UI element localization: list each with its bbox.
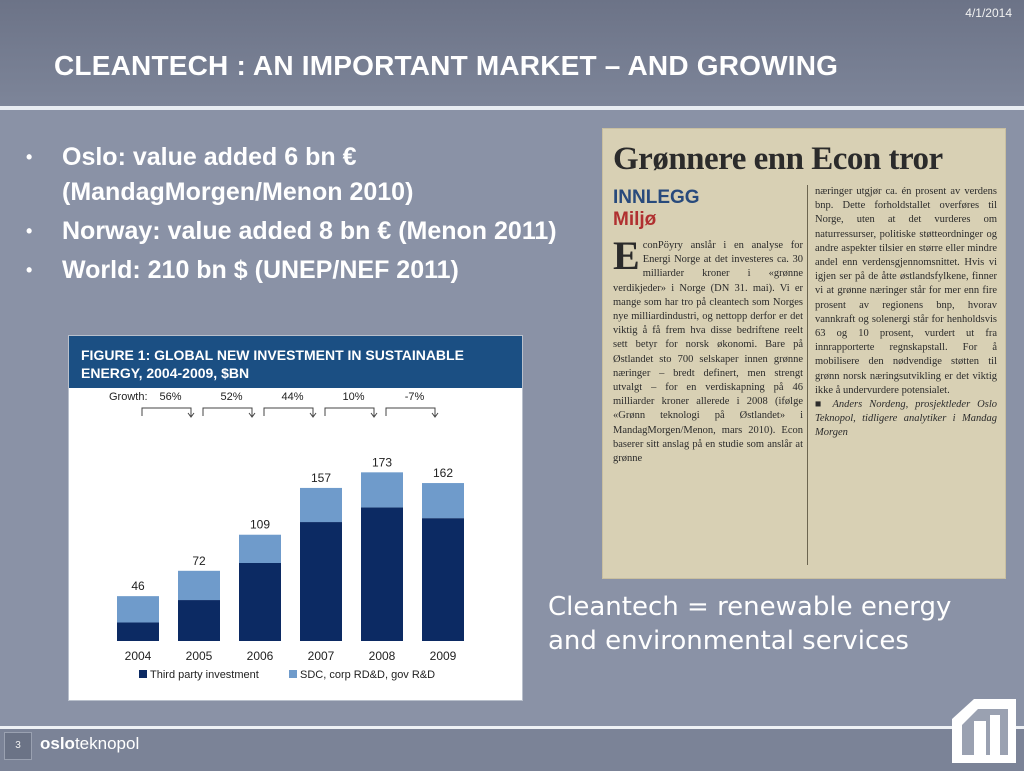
growth-value: 44% xyxy=(281,391,303,403)
clipping-column-2: næringer utgjør ca. én prosent av verden… xyxy=(815,185,997,441)
growth-value: -7% xyxy=(405,391,425,403)
bar-segment-rd xyxy=(300,487,342,523)
growth-label: Growth: xyxy=(109,391,148,403)
column-divider xyxy=(807,185,808,565)
x-tick-label: 2007 xyxy=(308,649,335,663)
brand-bold: oslo xyxy=(40,734,75,753)
bar-total-label: 109 xyxy=(250,518,270,532)
bar-total-label: 46 xyxy=(131,579,145,593)
cleantech-definition: Cleantech = renewable energy and environ… xyxy=(548,592,952,656)
growth-arrow-icon xyxy=(187,412,195,418)
bar-segment-third-party xyxy=(300,522,342,641)
clipping-tag-innlegg: INNLEGG xyxy=(613,187,700,208)
bullet-list: • Oslo: value added 6 bn € (MandagMorgen/… xyxy=(26,140,566,292)
bar-total-label: 72 xyxy=(192,554,206,568)
clipping-tag-miljo: Miljø xyxy=(613,209,657,230)
investment-chart: FIGURE 1: GLOBAL NEW INVESTMENT IN SUSTA… xyxy=(68,335,523,701)
growth-value: 10% xyxy=(342,391,364,403)
slide-date: 4/1/2014 xyxy=(965,6,1012,20)
legend-label: Third party investment xyxy=(150,669,259,681)
bar-segment-third-party xyxy=(239,563,281,641)
bar-segment-rd xyxy=(422,483,464,519)
growth-arrow-icon xyxy=(431,412,439,418)
bullet-dot-icon: • xyxy=(26,147,33,167)
legend-label: SDC, corp RD&D, gov R&D xyxy=(300,669,435,681)
clipping-headline: Grønnere enn Econ tror xyxy=(613,141,943,177)
chart-title: FIGURE 1: GLOBAL NEW INVESTMENT IN SUSTA… xyxy=(69,336,522,388)
x-tick-label: 2004 xyxy=(125,649,152,663)
slide-title: CLEANTECH : AN IMPORTANT MARKET – AND GR… xyxy=(54,50,839,81)
x-tick-label: 2006 xyxy=(247,649,274,663)
growth-value: 56% xyxy=(159,391,181,403)
footer-bar xyxy=(0,726,1024,771)
bullet-text: Norway: value added 8 bn € (Menon 2011) xyxy=(62,217,557,245)
legend-swatch xyxy=(139,670,147,678)
bullet-dot-icon: • xyxy=(26,221,33,241)
x-tick-label: 2009 xyxy=(430,649,457,663)
bar-segment-rd xyxy=(361,472,403,508)
growth-bracket xyxy=(263,407,314,416)
growth-value: 52% xyxy=(220,391,242,403)
header-bar xyxy=(0,0,1024,110)
clipping-column-2-text: næringer utgjør ca. én prosent av verden… xyxy=(815,186,997,396)
bar-segment-third-party xyxy=(422,518,464,641)
clipping-column-1-text: conPöyry anslår i en analyse for Energi … xyxy=(613,240,803,465)
bullet-dot-icon: • xyxy=(26,260,33,280)
drop-cap: E xyxy=(613,233,640,278)
bar-total-label: 157 xyxy=(311,471,331,485)
x-tick-label: 2005 xyxy=(186,649,213,663)
chart-canvas: 46 2004 72 2005 109 2006 157 2007 173 2008 162 2009… xyxy=(109,391,464,681)
growth-bracket xyxy=(141,407,192,416)
bullet-text: Oslo: value added 6 bn € (MandagMorgen/M… xyxy=(62,143,414,206)
bar-total-label: 162 xyxy=(433,466,453,480)
legend-swatch xyxy=(289,670,297,678)
growth-bracket xyxy=(202,407,253,416)
bullet-item: • Oslo: value added 6 bn € (MandagMorgen/… xyxy=(26,140,566,210)
bullet-item: • World: 210 bn $ (UNEP/NEF 2011) xyxy=(26,253,566,288)
growth-arrow-icon xyxy=(370,412,378,418)
bar-segment-rd xyxy=(117,596,159,623)
growth-arrow-icon xyxy=(248,412,256,418)
bar-segment-third-party xyxy=(117,622,159,641)
bar-total-label: 173 xyxy=(372,455,392,469)
bar-segment-third-party xyxy=(361,507,403,641)
growth-arrow-icon xyxy=(309,412,317,418)
teknopol-logo-icon xyxy=(952,699,1016,763)
x-tick-label: 2008 xyxy=(369,649,396,663)
growth-bracket xyxy=(385,407,436,416)
bar-segment-third-party xyxy=(178,600,220,641)
bar-segment-rd xyxy=(239,534,281,563)
page-number: 3 xyxy=(4,732,32,760)
brand-rest: teknopol xyxy=(74,734,140,753)
brand-logo-text: osloteknopol xyxy=(40,734,139,754)
bullet-text: World: 210 bn $ (UNEP/NEF 2011) xyxy=(62,256,459,284)
growth-bracket xyxy=(324,407,375,416)
clipping-signature: ■ Anders Nordeng, prosjektleder Oslo Tek… xyxy=(815,399,997,439)
clipping-tags: INNLEGG Miljø xyxy=(613,187,700,231)
bullet-item: • Norway: value added 8 bn € (Menon 2011) xyxy=(26,214,566,249)
bar-segment-rd xyxy=(178,570,220,601)
